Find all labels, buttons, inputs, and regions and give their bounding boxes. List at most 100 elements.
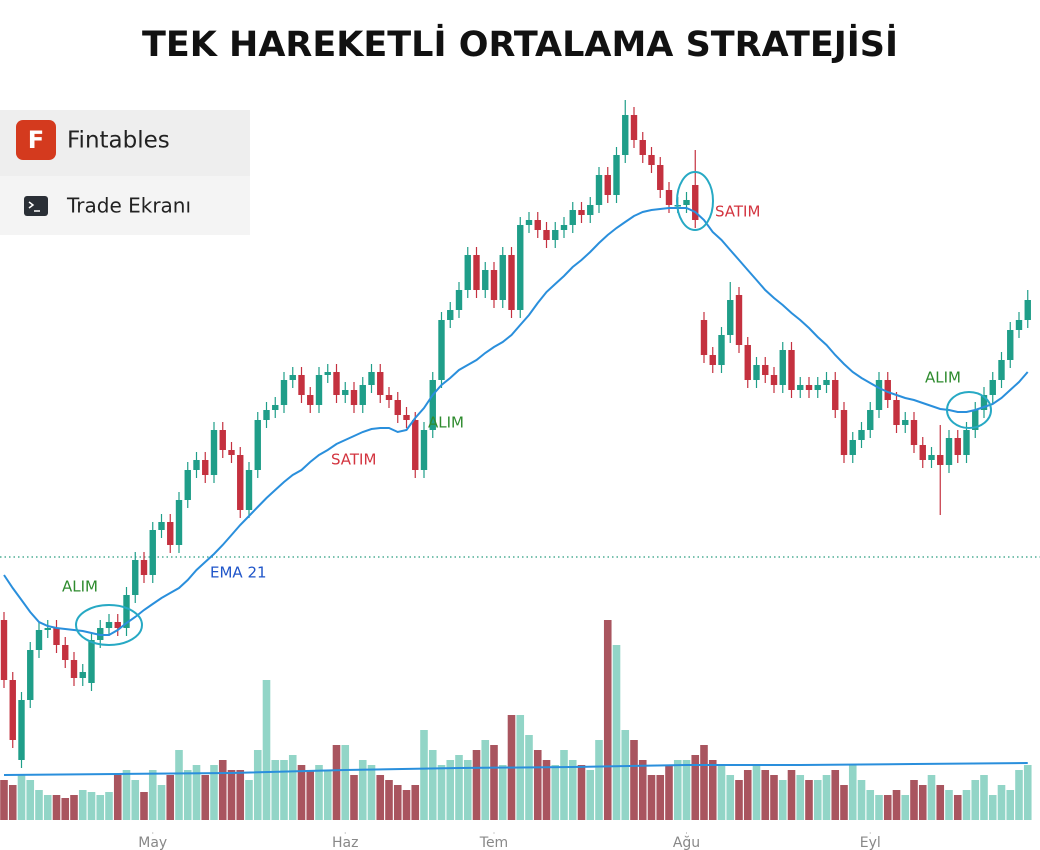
candle-body xyxy=(167,522,174,545)
volume-bar xyxy=(673,760,682,820)
volume-bar xyxy=(883,795,892,820)
candle-body xyxy=(805,385,813,390)
volume-bar xyxy=(122,770,131,820)
volume-bar xyxy=(350,775,358,820)
candle-body xyxy=(858,430,865,440)
candle-body xyxy=(657,165,664,190)
volume-bar xyxy=(927,775,936,820)
candle-body xyxy=(849,440,856,455)
circle xyxy=(75,604,143,646)
candle-body xyxy=(70,660,78,678)
brand-subtitle: Trade Ekranı xyxy=(66,194,191,218)
candle-body xyxy=(62,645,69,660)
volume-bar xyxy=(1023,765,1032,820)
volume-bar xyxy=(201,775,210,820)
terminal-icon xyxy=(24,196,48,216)
volume-bar xyxy=(420,730,428,820)
volume-bar xyxy=(297,765,306,820)
chart-title: TEK HAREKETLİ ORTALAMA STRATEJİSİ xyxy=(142,23,898,65)
x-tick-label: Tem xyxy=(479,835,508,850)
volume-bar xyxy=(971,780,980,820)
volume-bar xyxy=(455,755,463,820)
volume-bar xyxy=(910,780,918,820)
volume-bar xyxy=(1015,770,1023,820)
candle-body xyxy=(613,155,620,195)
volume-bar xyxy=(586,770,595,820)
candle-body xyxy=(797,385,804,390)
volume-bar xyxy=(892,790,901,820)
volume-bar xyxy=(831,770,840,820)
volume-bar xyxy=(280,760,288,820)
volume-bar xyxy=(533,750,542,820)
volume-bar xyxy=(341,745,350,820)
brand-logo-letter: F xyxy=(28,126,44,154)
volume-bar xyxy=(26,780,35,820)
candle-body xyxy=(814,385,821,390)
volume-bar xyxy=(805,780,813,820)
volume-bar xyxy=(735,780,743,820)
volume-bar xyxy=(288,755,297,820)
volume-bar xyxy=(35,790,43,820)
candle-body xyxy=(1015,320,1023,330)
candle-body xyxy=(280,380,288,405)
candle-body xyxy=(902,420,909,425)
candle-body xyxy=(105,622,113,628)
candle-body xyxy=(823,380,830,385)
volume-bar xyxy=(385,780,393,820)
volume-bar xyxy=(96,795,105,820)
volume-bar xyxy=(315,765,323,820)
candle-body xyxy=(412,420,419,470)
volume-bar xyxy=(105,792,113,820)
candle-body xyxy=(552,230,559,240)
annotation: ALIM xyxy=(428,414,464,432)
volume-bar xyxy=(638,760,647,820)
volume-bar xyxy=(901,795,910,820)
candle-body xyxy=(79,672,86,678)
volume-bar xyxy=(332,745,341,820)
candle-body xyxy=(928,455,935,460)
volume-bar xyxy=(411,785,420,820)
volume-bar xyxy=(52,795,61,820)
candle-body xyxy=(718,335,725,365)
candle-body xyxy=(525,220,533,225)
volume-bar xyxy=(446,760,455,820)
volume-bar xyxy=(437,765,446,820)
volume-bar xyxy=(848,765,857,820)
volume-bar xyxy=(796,775,805,820)
ema-line xyxy=(3,207,1029,636)
annotation: ALIM xyxy=(925,369,961,387)
candle-body xyxy=(692,185,699,220)
candle-body xyxy=(648,155,655,165)
candle-body xyxy=(18,700,25,760)
candle-body xyxy=(1007,330,1014,360)
candle-body xyxy=(88,640,95,683)
candle-body xyxy=(490,270,498,300)
volume-bar xyxy=(568,760,577,820)
candle-body xyxy=(560,225,568,230)
candle-body xyxy=(455,290,463,310)
candle-body xyxy=(893,400,900,425)
candle-body xyxy=(517,225,524,310)
annotation: ALIM xyxy=(62,578,98,596)
candle-body xyxy=(867,410,874,430)
brand-logo xyxy=(16,120,56,160)
candle-body xyxy=(622,115,629,155)
volume-bar xyxy=(551,765,560,820)
volume-bar xyxy=(498,765,507,820)
candle-body xyxy=(245,470,253,510)
candle-body xyxy=(482,270,489,290)
volume-bar xyxy=(603,620,612,820)
candle-body xyxy=(534,220,541,230)
volume-bar xyxy=(743,770,752,820)
volume-bar xyxy=(761,770,770,820)
volume-bar xyxy=(148,770,157,820)
volume-bar xyxy=(752,765,761,820)
volume-bar xyxy=(813,780,822,820)
volume-bar xyxy=(595,740,603,820)
candle-body xyxy=(420,430,428,470)
candle-body xyxy=(727,300,734,335)
candle-body xyxy=(665,190,673,205)
ema-label: EMA 21 xyxy=(210,564,267,582)
candle-body xyxy=(35,630,43,650)
